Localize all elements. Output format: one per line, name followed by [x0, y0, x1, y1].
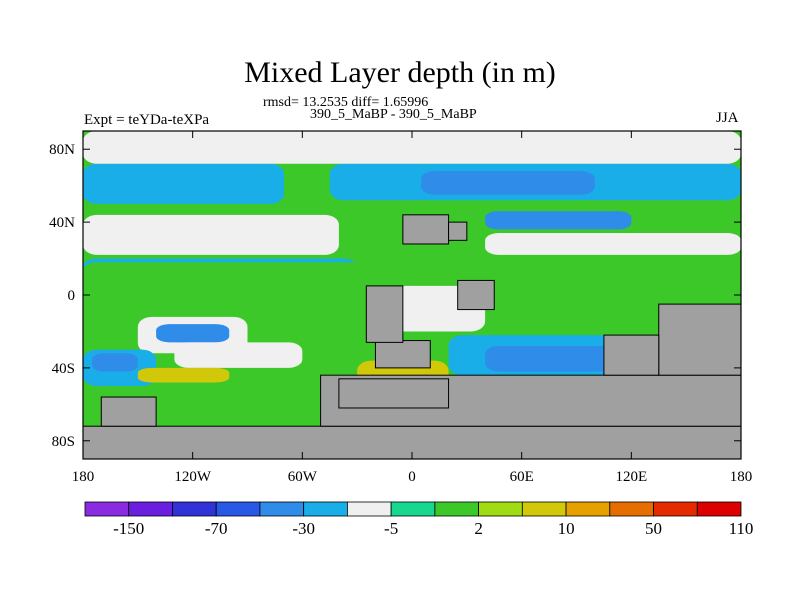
colorbar-swatch — [390, 501, 436, 517]
field-region-0 — [83, 163, 285, 204]
colorbar-swatch — [565, 501, 611, 517]
colorbar-swatch — [128, 501, 173, 517]
colorbar-swatch — [434, 501, 480, 517]
field-region-4 — [83, 131, 741, 164]
colorbar-label: 2 — [474, 519, 483, 538]
x-tick-label: 180 — [72, 469, 95, 485]
y-tick-label: 80N — [49, 142, 75, 158]
colorbar-label: 110 — [729, 519, 754, 538]
field-region-18 — [137, 367, 230, 383]
colorbar-swatch — [84, 501, 130, 517]
colorbar-swatch — [696, 501, 742, 517]
land-mask-8 — [603, 334, 660, 376]
colorbar: -150 -70 -30 -5 2 10 50 110 — [84, 501, 754, 538]
x-tick-label: 180 — [730, 469, 753, 485]
land-mask-6 — [457, 279, 495, 311]
field-region-14 — [174, 342, 303, 368]
field-region-13 — [92, 353, 138, 372]
colorbar-label: 10 — [558, 519, 575, 538]
y-tick-label: 80S — [52, 434, 75, 450]
experiment-label: Expt = teYDa-teXPa — [84, 112, 210, 128]
colorbar-swatch — [172, 501, 217, 517]
colorbar-swatch — [259, 501, 305, 517]
field-region-6 — [485, 233, 741, 255]
colorbar-label: 50 — [645, 519, 662, 538]
x-tick-label: 60W — [288, 469, 318, 485]
land-mask-3 — [100, 396, 157, 427]
colorbar-label: -5 — [384, 519, 398, 538]
field-region-3 — [485, 211, 632, 230]
colorbar-swatch — [609, 501, 654, 517]
x-tick-label: 120W — [174, 469, 212, 485]
y-tick-label: 40N — [49, 215, 75, 231]
land-mask-10 — [448, 221, 468, 241]
season-label: JJA — [716, 110, 739, 126]
field-region-16 — [485, 346, 614, 372]
plot-area — [82, 130, 742, 460]
axes: 180 120W 60W 0 60E 120E 180 80N 40N 0 40S 80S — [49, 131, 752, 485]
land-mask-9 — [402, 214, 450, 245]
colorbar-swatch — [346, 501, 392, 517]
y-tick-label: 0 — [68, 288, 76, 304]
field-region-2 — [421, 171, 595, 195]
land-mask-4 — [374, 340, 431, 369]
colorbar-swatch — [478, 501, 523, 517]
colorbar-swatch — [303, 501, 348, 517]
y-tick-label: 40S — [52, 361, 75, 377]
x-tick-label: 0 — [408, 469, 416, 485]
land-mask-2 — [338, 378, 450, 409]
land-mask-7 — [658, 303, 741, 376]
field-region-5 — [83, 214, 339, 255]
land-mask-5 — [365, 285, 404, 343]
colorbar-swatch — [215, 501, 261, 517]
chart-title: Mixed Layer depth (in m) — [244, 56, 556, 89]
x-tick-label: 120E — [615, 469, 647, 485]
colorbar-swatch — [521, 501, 567, 517]
field-layer — [83, 131, 741, 459]
field-region-11 — [156, 324, 230, 343]
colorbar-label: -150 — [113, 519, 144, 538]
stats-line: rmsd= 13.2535 diff= 1.65996 — [263, 95, 429, 110]
x-tick-label: 60E — [510, 469, 534, 485]
colorbar-label: -30 — [292, 519, 315, 538]
colorbar-swatch — [653, 501, 698, 517]
field-region-8 — [83, 262, 741, 286]
colorbar-label: -70 — [205, 519, 228, 538]
chart-subtitle: 390_5_MaBP - 390_5_MaBP — [310, 107, 477, 122]
